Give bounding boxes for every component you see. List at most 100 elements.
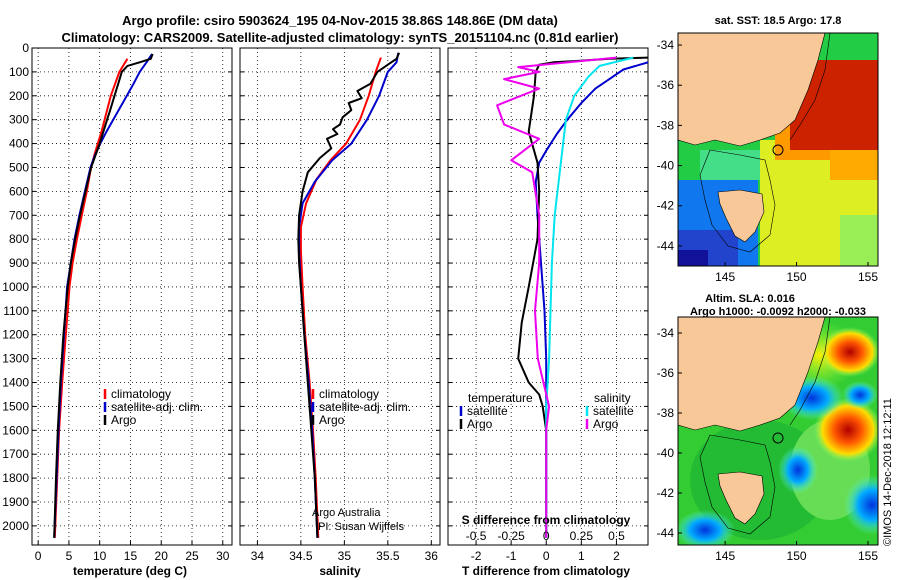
map-lat-label: -34 (657, 38, 675, 52)
s-difference-tick-label: 0 (543, 529, 550, 543)
difference-xtick-label: -2 (471, 549, 482, 563)
depth-tick-label: 500 (9, 160, 29, 174)
temperature-frame (31, 47, 233, 546)
map-lat-label: -44 (657, 526, 675, 540)
sla-map-axes: -34 -36 -38 -40 -42 -44 145 150 155 (657, 326, 879, 563)
map-lat-label: -36 (657, 78, 675, 92)
map-lat-label: -34 (657, 326, 675, 340)
diff-legend-label: satellite (593, 404, 634, 418)
salinity-legend-label: satellite-adj. clim. (319, 400, 411, 414)
depth-tick-label: 400 (9, 137, 29, 151)
depth-tick-label: 300 (9, 113, 29, 127)
salinity-series-argo (297, 52, 401, 538)
salinity-frame (239, 47, 441, 546)
s-difference-tick-label: -0.5 (466, 529, 487, 543)
s-difference-label: S difference from climatology (462, 513, 631, 527)
depth-tick-label: 0 (22, 41, 29, 55)
map-lat-label: -38 (657, 406, 675, 420)
map-lat-label: -40 (657, 446, 675, 460)
depth-tick-label: 1400 (2, 376, 29, 390)
depth-tick-label: 1000 (2, 280, 29, 294)
depth-tick-label: 1800 (2, 471, 29, 485)
sla-map-frame (677, 316, 879, 546)
sst-map-frame (677, 32, 879, 267)
annotation-line2: PI: Susan Wijffels (318, 521, 404, 533)
map-lat-label: -42 (657, 199, 675, 213)
difference-series-satellite (545, 56, 634, 538)
salinity-xtick-label: 34 (251, 549, 265, 563)
s-difference-tick-label: 0.5 (608, 529, 625, 543)
difference-xtick-label: -1 (506, 549, 517, 563)
temperature-xtick-label: 30 (216, 549, 230, 563)
difference-xlabel: T difference from climatology (462, 564, 630, 578)
salinity-xtick-label: 36 (425, 549, 439, 563)
difference-xtick-label: 1 (578, 549, 585, 563)
sla-map-title-line1: Altim. SLA: 0.016 (705, 293, 795, 305)
difference-series-argo (496, 56, 617, 538)
difference-frame (447, 47, 649, 546)
depth-tick-label: 700 (9, 208, 29, 222)
salinity-xtick-label: 35.5 (376, 549, 400, 563)
diff-legend-header-temperature: temperature (468, 391, 533, 405)
difference-xtick-label: 0 (543, 549, 550, 563)
sla-map (678, 317, 878, 545)
difference-lines (496, 56, 648, 538)
s-difference-tick-label: -0.25 (497, 529, 525, 543)
map-lat-label: -38 (657, 118, 675, 132)
diff-legend-label: Argo (593, 417, 619, 431)
salinity-legend-label: Argo (319, 413, 345, 427)
figure-title-line2: Climatology: CARS2009. Satellite-adjuste… (61, 30, 618, 45)
temperature-legend-label: satellite-adj. clim. (111, 400, 203, 414)
salinity-panel: 34 34.5 35 35.5 36 climatologysatellite-adj. … (239, 47, 441, 563)
diff-legend-header-salinity: salinity (594, 391, 631, 405)
figure-title-line1: Argo profile: csiro 5903624_195 04-Nov-2… (122, 13, 558, 28)
depth-tick-label: 1900 (2, 495, 29, 509)
depth-tick-label: 1500 (2, 399, 29, 413)
depth-tick-label: 2000 (2, 519, 29, 533)
map-lon-label: 150 (787, 549, 807, 563)
temperature-legend-label: Argo (111, 413, 137, 427)
depth-tick-label: 200 (9, 89, 29, 103)
salinity-legend-label: climatology (319, 387, 379, 401)
sst-map-axes: -34 -36 -38 -40 -42 -44 145 150 155 (657, 38, 879, 284)
map-lon-label: 145 (715, 549, 735, 563)
s-difference-tick-label: 0.25 (570, 529, 594, 543)
temperature-xtick-label: 5 (66, 549, 73, 563)
temperature-lines (53, 53, 154, 538)
map-lat-label: -44 (657, 239, 675, 253)
depth-tick-label: 100 (9, 65, 29, 79)
salinity-xlabel: salinity (319, 564, 361, 578)
difference-xtick-label: 2 (613, 549, 620, 563)
depth-tick-label: 1700 (2, 447, 29, 461)
temperature-series-argo (53, 53, 154, 538)
diff-legend-label: satellite (467, 404, 508, 418)
salinity-xtick-label: 35 (338, 549, 352, 563)
credit-text: ©IMOS 14-Dec-2018 12:12:11 (882, 398, 894, 546)
temperature-xtick-label: 10 (93, 549, 107, 563)
difference-series-satellite (534, 61, 648, 538)
salinity-xtick-label: 34.5 (289, 549, 313, 563)
temperature-xtick-label: 0 (35, 549, 42, 563)
salinity-lines (297, 52, 401, 538)
depth-tick-label: 900 (9, 256, 29, 270)
map-lon-label: 150 (787, 270, 807, 284)
temperature-xtick-label: 15 (124, 549, 138, 563)
depth-tick-label: 1600 (2, 423, 29, 437)
depth-tick-label: 600 (9, 184, 29, 198)
sla-map-title-line2: Argo h1000: -0.0092 h2000: -0.033 (690, 306, 866, 318)
depth-tick-label: 800 (9, 232, 29, 246)
temperature-xlabel: temperature (deg C) (73, 564, 187, 578)
diff-legend-label: Argo (467, 417, 493, 431)
depth-tick-label: 1300 (2, 352, 29, 366)
sst-map-title: sat. SST: 18.5 Argo: 17.8 (715, 15, 842, 27)
map-lon-label: 145 (715, 270, 735, 284)
map-lon-label: 155 (858, 270, 878, 284)
annotation-line1: Argo Australia (312, 507, 381, 519)
map-lat-label: -36 (657, 366, 675, 380)
depth-tick-label: 1100 (3, 304, 29, 318)
map-lon-label: 155 (858, 549, 878, 563)
sst-map (678, 33, 878, 266)
